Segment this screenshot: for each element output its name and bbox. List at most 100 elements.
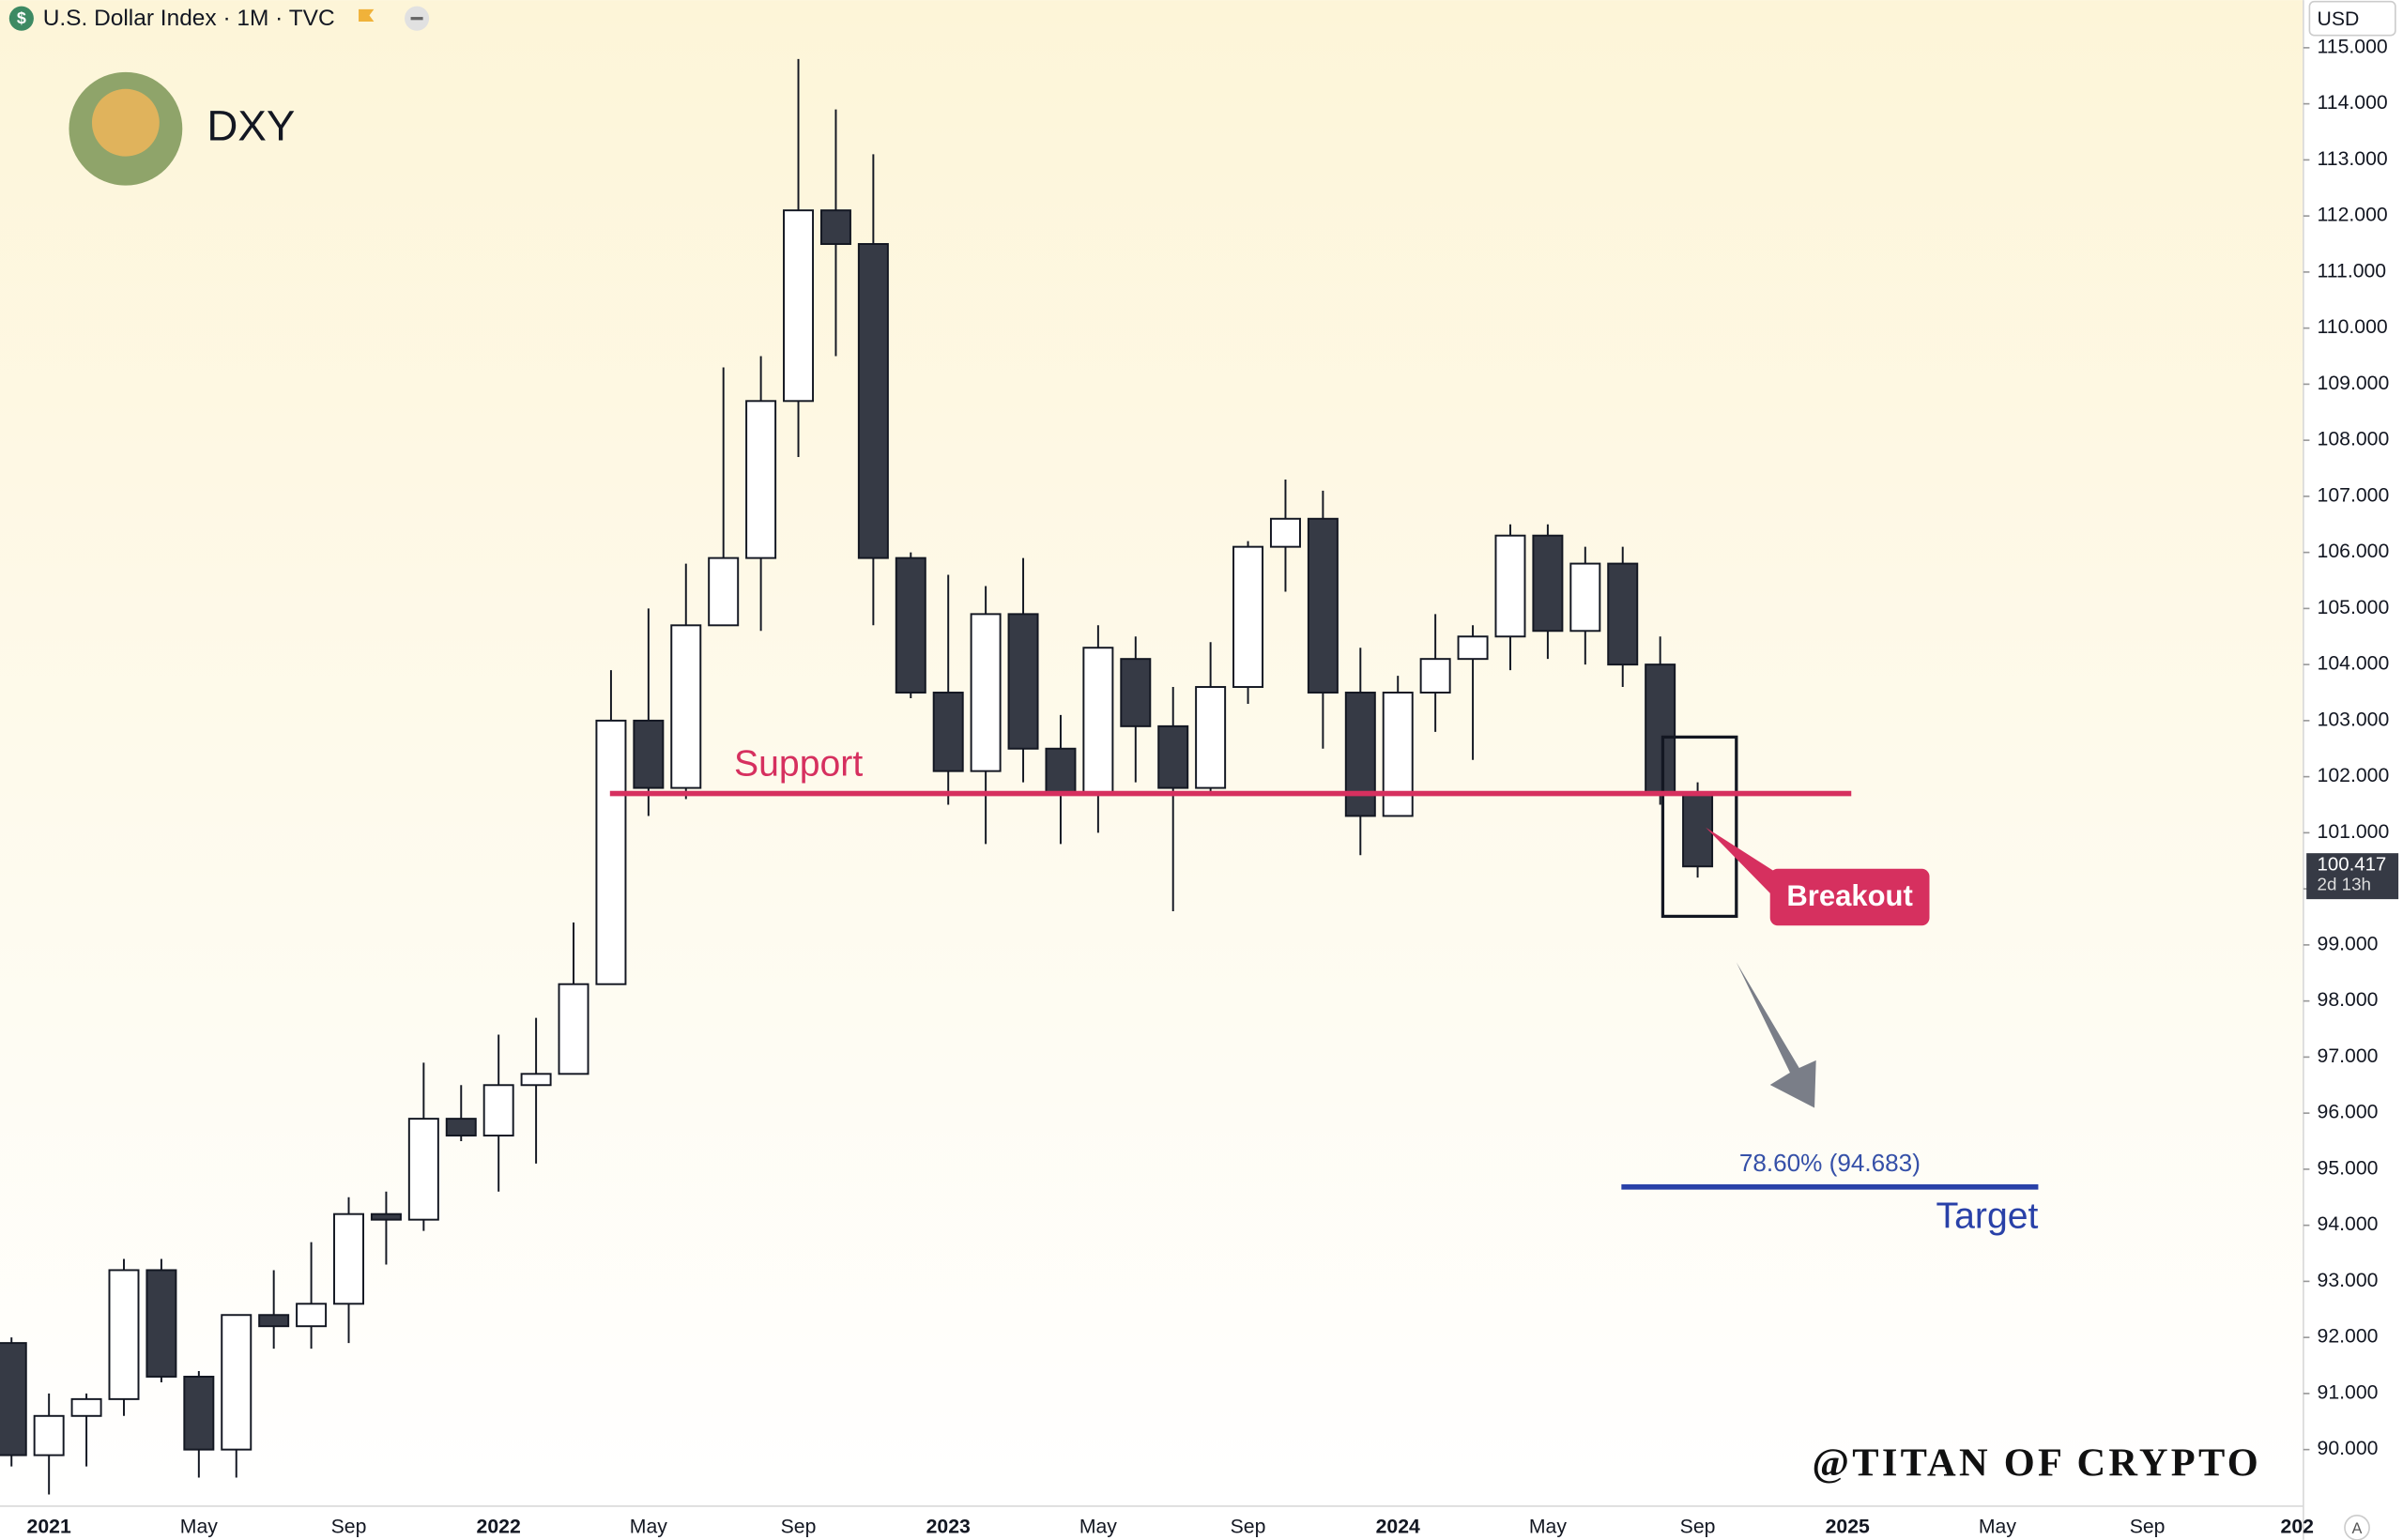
candle-body bbox=[407, 1118, 439, 1221]
candle-body bbox=[783, 209, 815, 403]
y-tick-label: 109.000 bbox=[2318, 373, 2390, 394]
candle-body bbox=[258, 1314, 290, 1328]
x-tick-label: May bbox=[630, 1516, 667, 1537]
candle-body bbox=[183, 1375, 215, 1451]
breakout-box bbox=[1769, 868, 1930, 926]
countdown-label: 2d 13h bbox=[2318, 874, 2371, 893]
y-tick-label: 111.000 bbox=[2318, 260, 2387, 282]
x-tick-label: 2024 bbox=[1376, 1516, 1420, 1537]
candle-body bbox=[819, 209, 851, 245]
y-tick-label: 105.000 bbox=[2318, 597, 2390, 618]
last-price-label: 100.417 bbox=[2318, 855, 2387, 876]
candle-body bbox=[33, 1414, 65, 1456]
y-tick-label: 96.000 bbox=[2318, 1102, 2379, 1123]
candle-body bbox=[1645, 663, 1676, 795]
candle-body bbox=[1157, 724, 1189, 789]
symbol-icon bbox=[8, 6, 34, 31]
avatar-face bbox=[91, 88, 160, 157]
x-tick-label: 202 bbox=[2281, 1516, 2314, 1537]
y-tick-label: 114.000 bbox=[2318, 92, 2388, 114]
candle-body bbox=[1569, 562, 1601, 633]
candle-body bbox=[482, 1084, 514, 1137]
y-tick-label: 104.000 bbox=[2318, 653, 2390, 675]
y-tick-label: 91.000 bbox=[2318, 1382, 2379, 1404]
candle-body bbox=[970, 613, 1002, 772]
y-tick-label: 99.000 bbox=[2318, 933, 2379, 954]
plot-background bbox=[0, 0, 2304, 1506]
down-arrow bbox=[1736, 962, 1816, 1108]
candle-body bbox=[1419, 658, 1451, 694]
candle-body bbox=[520, 1073, 552, 1087]
candle-body bbox=[857, 243, 889, 559]
candle-body bbox=[70, 1397, 102, 1417]
y-tick-label: 107.000 bbox=[2318, 484, 2390, 506]
x-tick-label: Sep bbox=[1231, 1516, 1266, 1537]
candle-body bbox=[1494, 534, 1526, 638]
breakout-pointer bbox=[1706, 827, 1778, 902]
y-tick-label: 94.000 bbox=[2318, 1213, 2379, 1235]
candle-body bbox=[0, 1342, 27, 1456]
y-tick-label: 93.000 bbox=[2318, 1270, 2379, 1291]
candle-body bbox=[1382, 692, 1414, 817]
y-tick-label: 95.000 bbox=[2318, 1157, 2379, 1179]
marks bbox=[0, 58, 1714, 1495]
y-tick-label: 112.000 bbox=[2318, 205, 2388, 226]
currency-button[interactable] bbox=[2308, 0, 2396, 37]
y-tick-label: 103.000 bbox=[2318, 709, 2390, 730]
candle-body bbox=[108, 1269, 140, 1400]
candle-body bbox=[670, 624, 702, 789]
x-tick-label: 2023 bbox=[926, 1516, 971, 1537]
candle-body bbox=[708, 557, 740, 627]
candle-body bbox=[221, 1314, 253, 1451]
x-tick-label: 2021 bbox=[27, 1516, 71, 1537]
breakout-label: Breakout bbox=[1786, 879, 1912, 912]
x-tick-label: Sep bbox=[331, 1516, 367, 1537]
flag-icon[interactable] bbox=[359, 8, 375, 22]
candle-body bbox=[1682, 792, 1714, 868]
symbol-label: DXY bbox=[207, 101, 295, 149]
target-label: Target bbox=[1936, 1196, 2039, 1236]
chart-header: U.S. Dollar Index · 1M · TVC bbox=[43, 6, 335, 31]
last-price-tag bbox=[2306, 853, 2399, 900]
candle-body bbox=[1232, 545, 1264, 689]
x-tick-label: May bbox=[1079, 1516, 1117, 1537]
y-tick-label: 113.000 bbox=[2318, 148, 2388, 170]
candle-body bbox=[1082, 647, 1114, 795]
candle-body bbox=[145, 1269, 177, 1378]
candle-body bbox=[1195, 686, 1227, 789]
candle-body bbox=[595, 719, 627, 985]
candle-body bbox=[1045, 747, 1077, 795]
y-tick-label: 92.000 bbox=[2318, 1326, 2379, 1348]
x-tick-label: Sep bbox=[2130, 1516, 2166, 1537]
y-tick-label: 115.000 bbox=[2318, 36, 2388, 57]
target-level-label: 78.60% (94.683) bbox=[1739, 1149, 1921, 1177]
support-label: Support bbox=[734, 744, 863, 785]
candle-body bbox=[1307, 517, 1339, 694]
y-tick-label: 98.000 bbox=[2318, 989, 2379, 1011]
x-tick-label: May bbox=[1529, 1516, 1567, 1537]
y-tick-label: 108.000 bbox=[2318, 429, 2390, 450]
symbol-icon-glyph: $ bbox=[17, 8, 26, 27]
candle-body bbox=[1269, 517, 1301, 548]
candle-body bbox=[1120, 658, 1152, 727]
highlight-box bbox=[1661, 735, 1738, 919]
y-tick-label: 90.000 bbox=[2318, 1438, 2379, 1459]
auto-scale-label: A bbox=[2352, 1520, 2363, 1537]
watermark: @TITAN OF CRYPTO bbox=[1813, 1441, 2261, 1485]
y-tick-label: 101.000 bbox=[2318, 821, 2390, 843]
x-tick-label: Sep bbox=[781, 1516, 817, 1537]
x-tick-label: 2025 bbox=[1826, 1516, 1870, 1537]
x-tick-label: May bbox=[1979, 1516, 2016, 1537]
candle-body bbox=[745, 400, 777, 559]
candle-body bbox=[932, 692, 964, 772]
candle-body bbox=[1457, 635, 1489, 661]
candle-body bbox=[1532, 534, 1564, 633]
candle-body bbox=[445, 1118, 477, 1137]
candle-body bbox=[558, 983, 589, 1075]
y-tick-label: 106.000 bbox=[2318, 541, 2390, 562]
candle-body bbox=[633, 719, 665, 789]
candle-body bbox=[1007, 613, 1039, 750]
x-tick-label: Sep bbox=[1680, 1516, 1716, 1537]
candle-body bbox=[296, 1303, 328, 1328]
y-tick-label: 102.000 bbox=[2318, 765, 2390, 786]
